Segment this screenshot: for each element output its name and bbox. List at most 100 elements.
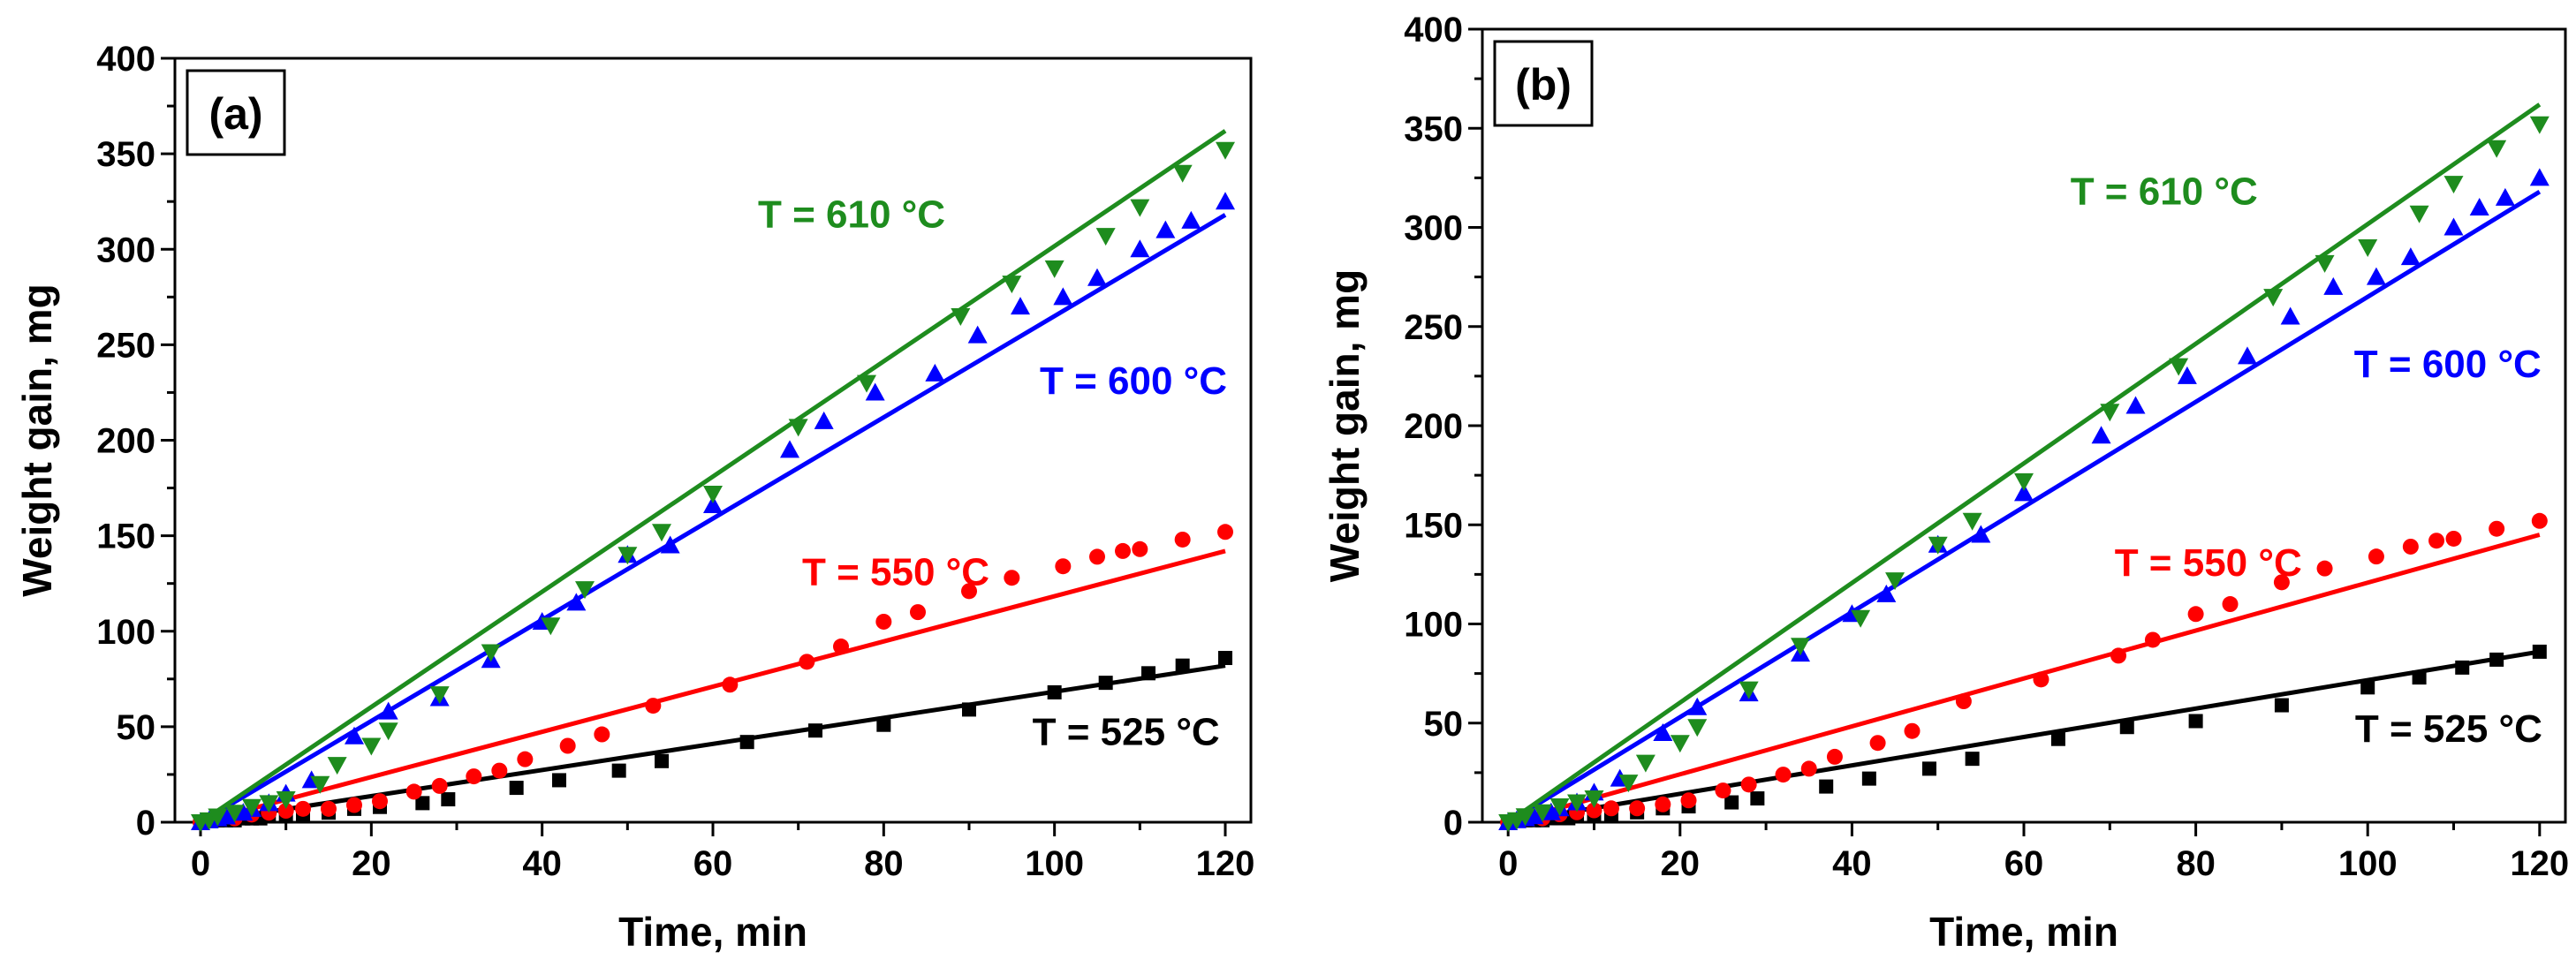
data-point — [2529, 168, 2549, 186]
x-tick-label: 120 — [1196, 844, 1255, 883]
data-point — [559, 737, 576, 754]
data-point — [910, 604, 926, 621]
y-axis-title: Weight gain, mg — [14, 283, 60, 596]
fit-line — [200, 548, 1226, 825]
data-point — [1533, 804, 1553, 822]
data-point — [224, 805, 245, 823]
data-point — [951, 307, 971, 326]
data-point — [1174, 531, 1191, 548]
data-point — [1044, 260, 1064, 278]
data-point — [655, 753, 669, 768]
data-point — [1800, 760, 1817, 777]
data-point — [2050, 731, 2065, 746]
x-tick-label: 20 — [352, 844, 391, 883]
data-point — [925, 363, 945, 382]
data-point — [1216, 141, 1235, 160]
data-point — [575, 581, 595, 600]
data-point — [372, 793, 388, 810]
y-axis-title: Weight gain, mg — [1322, 269, 1368, 582]
data-point — [876, 717, 891, 732]
data-point — [1904, 722, 1921, 739]
data-point — [961, 583, 977, 600]
data-point — [277, 803, 294, 820]
data-point — [1141, 666, 1155, 681]
data-point — [1740, 776, 1757, 793]
y-tick-label: 400 — [1404, 11, 1463, 49]
y-tick-label: 150 — [96, 518, 155, 556]
data-point — [2412, 670, 2427, 685]
data-point — [1653, 722, 1673, 741]
data-point — [2358, 238, 2378, 257]
data-point — [2100, 404, 2120, 422]
data-point — [1087, 268, 1107, 286]
data-point — [703, 486, 723, 504]
series-label: T = 550 °C — [802, 550, 989, 593]
data-point — [2014, 472, 2034, 491]
data-point — [552, 773, 566, 788]
data-point — [2110, 647, 2127, 664]
data-point — [1739, 681, 1759, 699]
data-point — [1876, 584, 1897, 602]
data-point — [833, 639, 849, 655]
data-point — [1047, 684, 1062, 699]
data-point — [2222, 596, 2239, 613]
data-point — [660, 535, 680, 554]
data-point — [1132, 540, 1148, 557]
x-tick-label: 20 — [1661, 844, 1701, 883]
data-point — [2323, 276, 2344, 295]
data-point — [405, 783, 422, 800]
x-tick-label: 120 — [2510, 844, 2569, 883]
data-point — [1921, 761, 1936, 776]
data-point — [1515, 808, 1535, 827]
panel-label-box — [186, 69, 286, 156]
data-point — [2033, 671, 2049, 688]
data-point — [1130, 199, 1150, 217]
data-point — [788, 419, 808, 437]
data-point — [617, 547, 638, 565]
y-tick-label: 50 — [1424, 705, 1464, 744]
data-point — [652, 524, 671, 542]
data-point — [1218, 651, 1232, 666]
plot-frame — [173, 57, 1253, 824]
data-point — [1567, 794, 1587, 812]
data-point — [1965, 752, 1980, 767]
data-point — [327, 757, 347, 775]
data-point — [1004, 570, 1020, 586]
data-point — [2263, 289, 2284, 307]
data-point — [345, 726, 364, 744]
data-point — [780, 440, 799, 458]
x-tick-label: 0 — [1498, 844, 1518, 883]
data-point — [321, 800, 337, 817]
x-tick-label: 40 — [1832, 844, 1872, 883]
data-point — [1586, 802, 1602, 819]
data-point — [481, 644, 501, 662]
data-point — [2487, 140, 2507, 158]
data-point — [865, 382, 885, 401]
data-point — [1002, 276, 1022, 294]
data-point — [2455, 660, 2470, 675]
y-tick-label: 300 — [1404, 209, 1463, 248]
series-label: T = 600 °C — [1040, 359, 1227, 403]
fit-line — [199, 213, 1227, 825]
data-point — [378, 722, 398, 741]
data-point — [594, 726, 610, 743]
data-point — [441, 792, 456, 807]
y-tick-label: 200 — [96, 422, 155, 461]
data-point — [1928, 536, 1948, 555]
plot-frame — [1481, 27, 2567, 824]
y-tick-label: 0 — [1443, 804, 1463, 843]
data-point — [814, 411, 834, 429]
data-point — [491, 762, 508, 779]
fit-line — [1506, 102, 2542, 825]
data-point — [808, 723, 822, 738]
y-tick-label: 250 — [1404, 308, 1463, 347]
data-point — [1216, 192, 1235, 210]
data-point — [739, 735, 754, 750]
fit-line — [1507, 649, 2541, 825]
series-circle: T = 550 °C — [1500, 512, 2548, 830]
data-point — [1130, 239, 1150, 258]
data-point — [703, 495, 723, 514]
fit-line — [1506, 189, 2542, 825]
data-point — [1680, 792, 1697, 809]
